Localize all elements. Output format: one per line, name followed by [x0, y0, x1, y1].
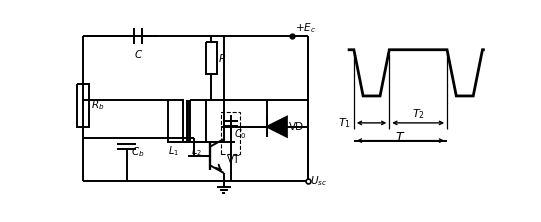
- Text: $C_0$: $C_0$: [234, 128, 247, 141]
- Text: $C$: $C$: [134, 48, 143, 60]
- Text: $U_{sc}$: $U_{sc}$: [310, 174, 327, 188]
- Text: VD: VD: [289, 122, 305, 132]
- Text: $R$: $R$: [219, 52, 227, 64]
- Text: $T$: $T$: [395, 131, 406, 144]
- Text: $T_1$: $T_1$: [338, 116, 351, 130]
- Text: $T_2$: $T_2$: [412, 107, 425, 121]
- Text: $C_b$: $C_b$: [130, 145, 144, 159]
- Polygon shape: [267, 117, 287, 137]
- Text: VT: VT: [227, 155, 240, 165]
- Text: $L_1$: $L_1$: [168, 145, 180, 158]
- Bar: [221, 112, 240, 154]
- Text: $L_2$: $L_2$: [192, 145, 202, 158]
- Text: $R_b$: $R_b$: [90, 98, 104, 112]
- Text: $+E_c$: $+E_c$: [295, 21, 316, 35]
